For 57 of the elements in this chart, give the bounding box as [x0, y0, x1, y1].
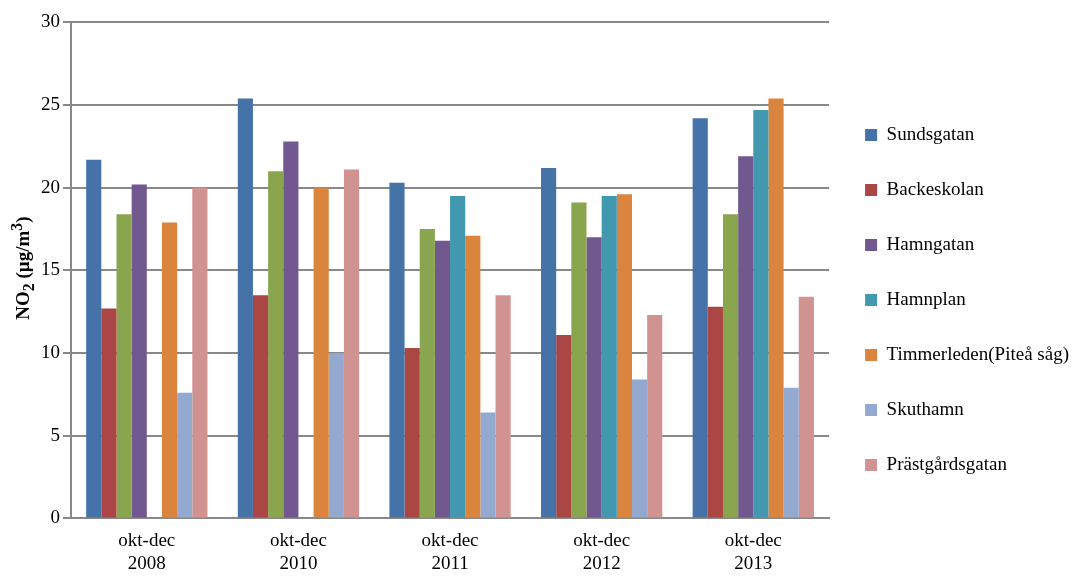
bar [313, 187, 329, 518]
legend-label: Prästgårdsgatan [886, 452, 1008, 474]
bar [237, 98, 253, 518]
y-tick-label: 20 [41, 175, 60, 197]
bar [586, 237, 602, 518]
x-tick-label: okt-dec 2010 [269, 528, 327, 573]
bar [161, 222, 178, 518]
bar [631, 379, 648, 518]
bar [116, 214, 132, 518]
bar [450, 196, 466, 518]
bar [404, 348, 420, 518]
y-tick-label: 0 [50, 506, 60, 528]
bar [707, 306, 723, 518]
bar [480, 412, 496, 518]
bar [783, 387, 799, 518]
legend-label: Sundsgatan [886, 122, 975, 144]
bar [692, 118, 708, 518]
bar [616, 194, 632, 518]
x-tick-label: okt-dec 2013 [724, 528, 782, 573]
bar [268, 171, 284, 518]
bar [328, 353, 344, 518]
x-tick-label: okt-dec 2011 [421, 528, 479, 573]
bar [722, 214, 739, 518]
y-tick-label: 5 [50, 423, 60, 445]
y-tick-label: 10 [41, 341, 60, 363]
legend-label: Hamngatan [886, 232, 975, 254]
y-tick-label: 15 [41, 258, 60, 280]
bar [101, 308, 117, 518]
bar [419, 229, 435, 518]
y-tick-label: 25 [41, 93, 60, 115]
bar [571, 202, 587, 518]
legend-label: Timmerleden(Piteå såg) [886, 342, 1069, 365]
bar [131, 184, 147, 518]
bar [177, 392, 193, 518]
bar [556, 334, 572, 518]
bar [283, 141, 299, 518]
bar [86, 159, 102, 518]
legend-label: Hamnplan [886, 287, 967, 309]
bar [647, 315, 663, 518]
bar [192, 187, 208, 518]
legend-label: Skuthamn [886, 397, 965, 419]
bar [798, 296, 814, 518]
y-tick-label: 30 [41, 10, 60, 32]
bar [753, 110, 769, 518]
bar [343, 169, 360, 518]
bar [465, 235, 481, 518]
bar [738, 156, 754, 518]
bar [389, 182, 405, 518]
bar [768, 98, 784, 518]
legend-label: Backeskolan [886, 177, 985, 199]
bar [541, 167, 557, 518]
bar [601, 196, 617, 518]
bar [495, 295, 511, 518]
x-tick-label: okt-dec 2012 [573, 528, 631, 573]
bar [434, 240, 451, 518]
x-tick-label: okt-dec 2008 [118, 528, 176, 573]
bar [252, 295, 269, 518]
